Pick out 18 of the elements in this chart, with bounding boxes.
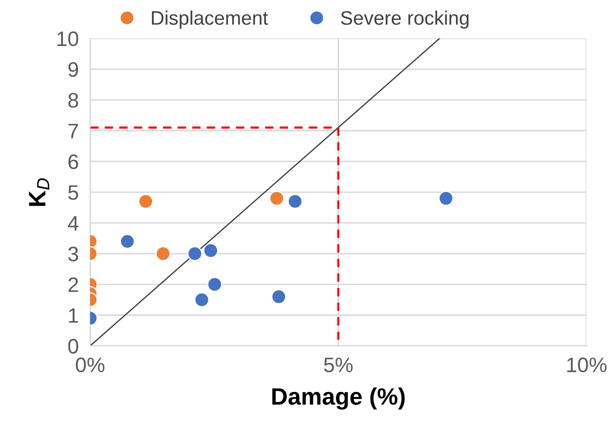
y-tick-label: 7	[68, 124, 78, 138]
y-tick-label: 9	[68, 62, 78, 77]
x-tick-label: 10%	[567, 358, 607, 372]
y-tick-label: 1	[69, 308, 78, 323]
y-tick-label: 3	[68, 246, 78, 262]
x-tick-label: 0%	[76, 358, 104, 372]
y-tick-label: 5	[68, 185, 78, 200]
legend-label: Displacement	[152, 10, 268, 29]
y-tick-label: 10	[57, 31, 78, 46]
legend-label: Severe rocking	[340, 10, 469, 29]
y-tick-label: 0	[68, 338, 78, 354]
x-axis-title: Damage (%)	[272, 388, 405, 410]
y-tick-label: 2	[68, 277, 78, 292]
y-tick-label: 8	[68, 92, 78, 108]
y-axis-title: K$_{D}$	[29, 178, 50, 206]
y-tick-label: 6	[68, 154, 78, 170]
y-tick-label: 4	[68, 216, 78, 230]
x-tick-label: 5%	[324, 358, 353, 372]
